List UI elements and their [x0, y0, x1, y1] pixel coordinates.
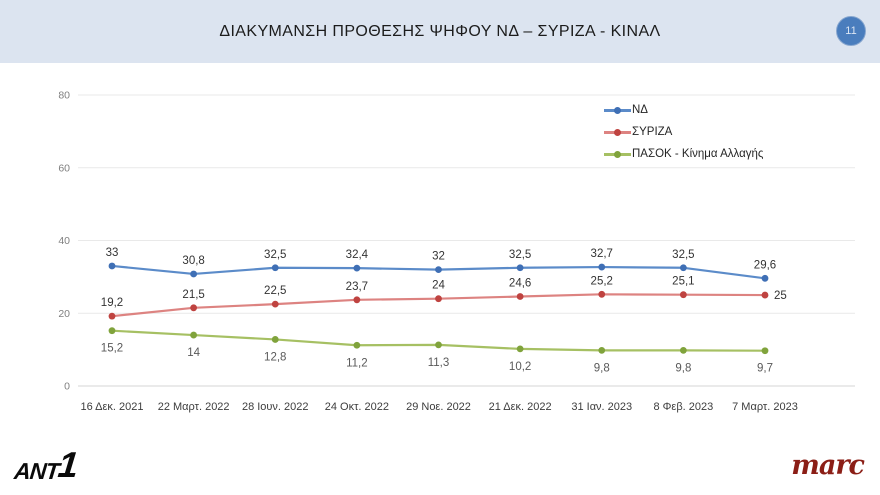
svg-text:24 Οκτ. 2022: 24 Οκτ. 2022	[325, 401, 389, 413]
ant1-logo: ANT 1	[13, 444, 80, 485]
svg-text:60: 60	[58, 162, 70, 174]
legend-item-pasok: ΠΑΣΟΚ - Κίνημα Αλλαγής	[604, 147, 763, 162]
svg-text:31 Ιαν. 2023: 31 Ιαν. 2023	[571, 401, 632, 413]
svg-text:14: 14	[187, 347, 200, 359]
svg-text:32: 32	[432, 251, 445, 263]
svg-text:9,8: 9,8	[594, 362, 610, 374]
svg-text:24: 24	[432, 280, 445, 292]
ant1-logo-one: 1	[56, 444, 80, 485]
chart-legend: ΝΔ ΣΥΡΙΖΑ ΠΑΣΟΚ - Κίνημα Αλλαγής	[604, 103, 763, 162]
svg-text:32,5: 32,5	[509, 249, 531, 261]
svg-text:8 Φεβ. 2023: 8 Φεβ. 2023	[653, 401, 713, 413]
svg-text:9,7: 9,7	[757, 363, 773, 375]
svg-text:19,2: 19,2	[101, 297, 123, 309]
svg-text:32,5: 32,5	[672, 249, 694, 261]
svg-text:20: 20	[58, 308, 70, 320]
marc-logo-text: marc	[791, 450, 865, 481]
svg-text:7 Μαρτ. 2023: 7 Μαρτ. 2023	[732, 401, 798, 413]
page-number: 11	[845, 25, 857, 37]
legend-label: ΣΥΡΙΖΑ	[632, 126, 673, 138]
svg-text:30,8: 30,8	[182, 255, 204, 267]
svg-text:28 Ιουν. 2022: 28 Ιουν. 2022	[242, 401, 309, 413]
svg-text:22 Μαρτ. 2022: 22 Μαρτ. 2022	[158, 401, 230, 413]
svg-text:10,2: 10,2	[509, 361, 531, 373]
header-bar: ΔΙΑΚΥΜΑΝΣΗ ΠΡΟΘΕΣΗΣ ΨΗΦΟΥ ΝΔ – ΣΥΡΙΖΑ - …	[0, 0, 880, 63]
svg-text:32,4: 32,4	[346, 249, 369, 261]
legend-line-marker-icon	[604, 129, 631, 136]
svg-text:25: 25	[774, 290, 787, 302]
svg-text:22,5: 22,5	[264, 285, 286, 297]
marc-logo: marc	[791, 450, 865, 481]
page-number-badge: 11	[836, 16, 866, 46]
legend-item-nd: ΝΔ	[604, 103, 763, 118]
ant1-logo-text: ANT	[13, 458, 61, 484]
svg-text:25,1: 25,1	[672, 276, 694, 288]
svg-text:29 Νοε. 2022: 29 Νοε. 2022	[406, 401, 471, 413]
svg-text:23,7: 23,7	[346, 281, 368, 293]
page-title: ΔΙΑΚΥΜΑΝΣΗ ΠΡΟΘΕΣΗΣ ΨΗΦΟΥ ΝΔ – ΣΥΡΙΖΑ - …	[219, 22, 661, 40]
legend-item-syriza: ΣΥΡΙΖΑ	[604, 125, 763, 140]
svg-text:16 Δεκ. 2021: 16 Δεκ. 2021	[80, 401, 143, 413]
svg-text:40: 40	[58, 235, 70, 247]
legend-line-marker-icon	[604, 151, 631, 158]
svg-text:9,8: 9,8	[675, 362, 691, 374]
legend-line-marker-icon	[604, 107, 631, 114]
legend-label: ΝΔ	[632, 104, 648, 116]
svg-text:15,2: 15,2	[101, 343, 123, 355]
legend-label: ΠΑΣΟΚ - Κίνημα Αλλαγής	[632, 148, 764, 160]
svg-text:24,6: 24,6	[509, 278, 531, 290]
svg-text:80: 80	[58, 90, 70, 102]
svg-text:32,7: 32,7	[591, 248, 613, 260]
svg-text:0: 0	[64, 381, 70, 393]
svg-text:11,3: 11,3	[428, 357, 450, 369]
svg-text:25,2: 25,2	[591, 275, 613, 287]
svg-text:12,8: 12,8	[264, 351, 286, 363]
svg-text:32,5: 32,5	[264, 249, 286, 261]
svg-text:11,2: 11,2	[346, 357, 368, 369]
svg-text:29,6: 29,6	[754, 259, 776, 271]
svg-text:21,5: 21,5	[182, 289, 204, 301]
svg-text:33: 33	[106, 247, 119, 259]
svg-text:21 Δεκ. 2022: 21 Δεκ. 2022	[489, 401, 552, 413]
